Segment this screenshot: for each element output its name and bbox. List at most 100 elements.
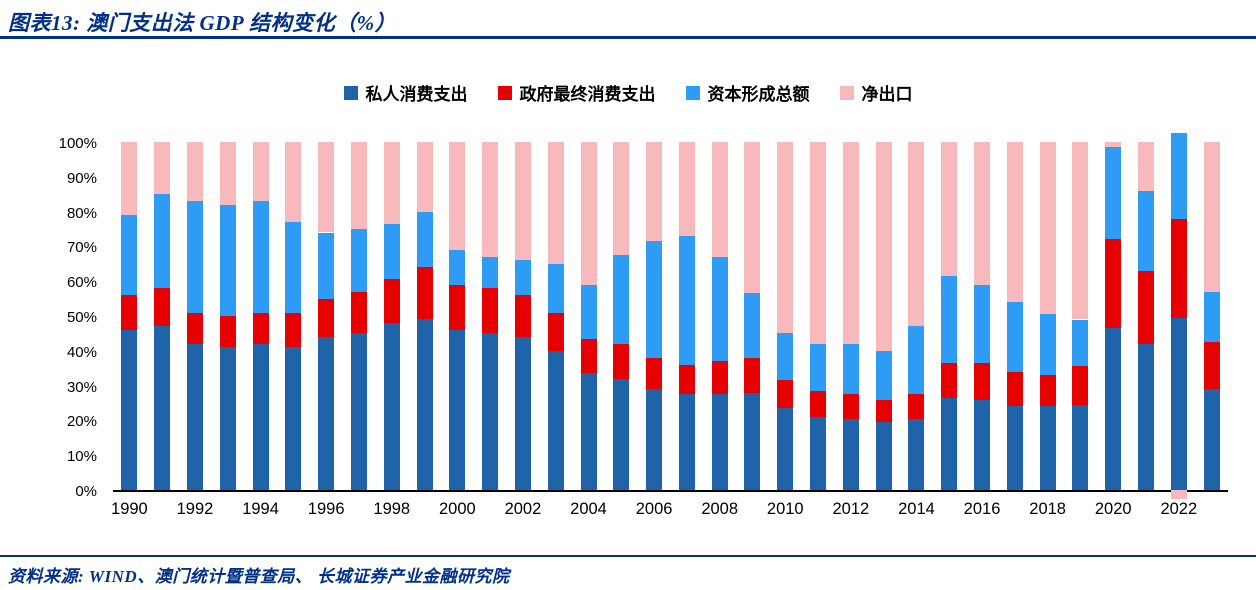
bar-segment: [580, 284, 597, 339]
bar-segment: [1170, 133, 1187, 219]
bar-segment: [252, 343, 269, 490]
bar-segment: [514, 295, 531, 337]
bar-segment: [974, 399, 991, 490]
bar-segment: [1203, 342, 1220, 390]
bar-segment: [154, 288, 171, 327]
bar-segment: [383, 223, 400, 280]
bar-segment: [613, 378, 630, 490]
bar-segment: [613, 255, 630, 344]
bar-segment: [186, 142, 203, 202]
x-axis: 1990 1992 1994 1996 1998 2000 2002 2004 2006 2008…: [111, 500, 1228, 522]
bar-segment: [941, 362, 958, 398]
x-tick-label: 2002: [504, 500, 542, 518]
bar-segment: [908, 418, 925, 490]
bar-segment: [219, 204, 236, 316]
bar-segment: [941, 275, 958, 363]
bar-segment: [350, 142, 367, 229]
bar-segment: [318, 336, 335, 490]
bar-segment: [416, 319, 433, 490]
bar-segment: [1006, 406, 1023, 490]
bar-segment: [1105, 239, 1122, 329]
bar-segment: [810, 343, 827, 391]
x-tick-label: 2010: [766, 500, 804, 518]
bar-segment: [941, 397, 958, 490]
y-axis: 0% 10% 20% 30% 40% 50% 60% 70% 80% 90% 100%: [0, 135, 105, 500]
y-tick-label: 90%: [66, 169, 97, 187]
y-tick-label: 20%: [66, 413, 97, 431]
bar-segment: [252, 201, 269, 313]
bar-segment: [1105, 142, 1122, 148]
bar-segment: [154, 142, 171, 195]
bar-segment: [449, 249, 466, 285]
bar-segment: [547, 350, 564, 490]
bar-segment: [383, 322, 400, 490]
bar-segment: [1203, 389, 1220, 490]
bar-segment: [646, 389, 663, 490]
bar-segment: [383, 279, 400, 323]
bar-segment: [875, 399, 892, 423]
bar-segment: [121, 142, 138, 216]
bar-segment: [350, 229, 367, 292]
bar-segment: [449, 329, 466, 490]
legend-item-net-exports: 净出口: [839, 80, 913, 105]
bar-segment: [252, 312, 269, 344]
y-tick-label: 30%: [66, 378, 97, 396]
bar-segment: [1072, 366, 1089, 405]
bar-segment: [219, 142, 236, 205]
bar-segment: [744, 392, 761, 490]
bar-segment: [547, 142, 564, 264]
bar-segment: [777, 408, 794, 490]
bar-segment: [285, 347, 302, 490]
x-tick-label: 2014: [898, 500, 935, 518]
figure-title: 图表13: 澳门支出法 GDP 结构变化（%）: [8, 11, 397, 35]
bar-segment: [416, 211, 433, 268]
x-tick-label: 2004: [570, 500, 607, 518]
bar-segment: [186, 201, 203, 313]
y-tick-label: 80%: [66, 204, 97, 222]
bar-segment: [1138, 270, 1154, 344]
bar-segment: [678, 235, 695, 365]
bar-segment: [810, 416, 827, 490]
bar-segment: [1105, 147, 1122, 240]
bar-segment: [875, 142, 892, 351]
bar-segment: [1138, 343, 1154, 490]
source-divider: [0, 555, 1256, 557]
x-tick-label: 1990: [111, 500, 148, 518]
legend-item-government-consumption: 政府最终消费支出: [497, 80, 656, 105]
bar-segment: [285, 142, 302, 223]
bar-segment: [974, 284, 991, 363]
source-note: 资料来源: WIND、澳门统计暨普查局、 长城证券产业金融研究院: [8, 567, 510, 586]
y-tick-label: 0%: [75, 483, 97, 500]
x-tick-label: 1998: [373, 500, 411, 518]
chart-legend: 私人消费支出 政府最终消费支出 资本形成总额 净出口: [0, 80, 1256, 105]
bar-segment: [678, 364, 695, 395]
y-tick-label: 50%: [66, 309, 97, 326]
bar-segment: [1138, 190, 1154, 271]
legend-swatch-government-consumption: [497, 85, 512, 100]
bar-segment: [777, 380, 794, 409]
bar-segment: [1170, 317, 1187, 490]
x-tick-label: 2006: [635, 500, 673, 518]
bar-segment: [810, 390, 827, 417]
bar-segment: [842, 142, 859, 344]
bar-segment: [449, 284, 466, 330]
bar-segment: [1039, 375, 1056, 407]
y-tick-label: 10%: [66, 448, 97, 466]
bar-segment: [350, 291, 367, 334]
bar-segment: [482, 142, 499, 257]
y-tick-label: 60%: [66, 274, 97, 292]
x-tick-label: 2016: [963, 500, 1001, 518]
bar-segment: [219, 347, 236, 490]
bar-segment: [646, 142, 663, 242]
bar-segment: [186, 343, 203, 490]
bar-segment: [1072, 142, 1089, 320]
bar-segment: [810, 142, 827, 344]
legend-swatch-net-exports: [839, 85, 854, 100]
legend-item-capital-formation: 资本形成总额: [685, 80, 810, 105]
bar-segment: [908, 394, 925, 419]
bar-segment: [514, 336, 531, 490]
legend-swatch-private-consumption: [343, 85, 358, 100]
bar-segment: [121, 295, 138, 330]
y-tick-label: 100%: [58, 135, 97, 152]
bar-segment: [482, 288, 499, 334]
